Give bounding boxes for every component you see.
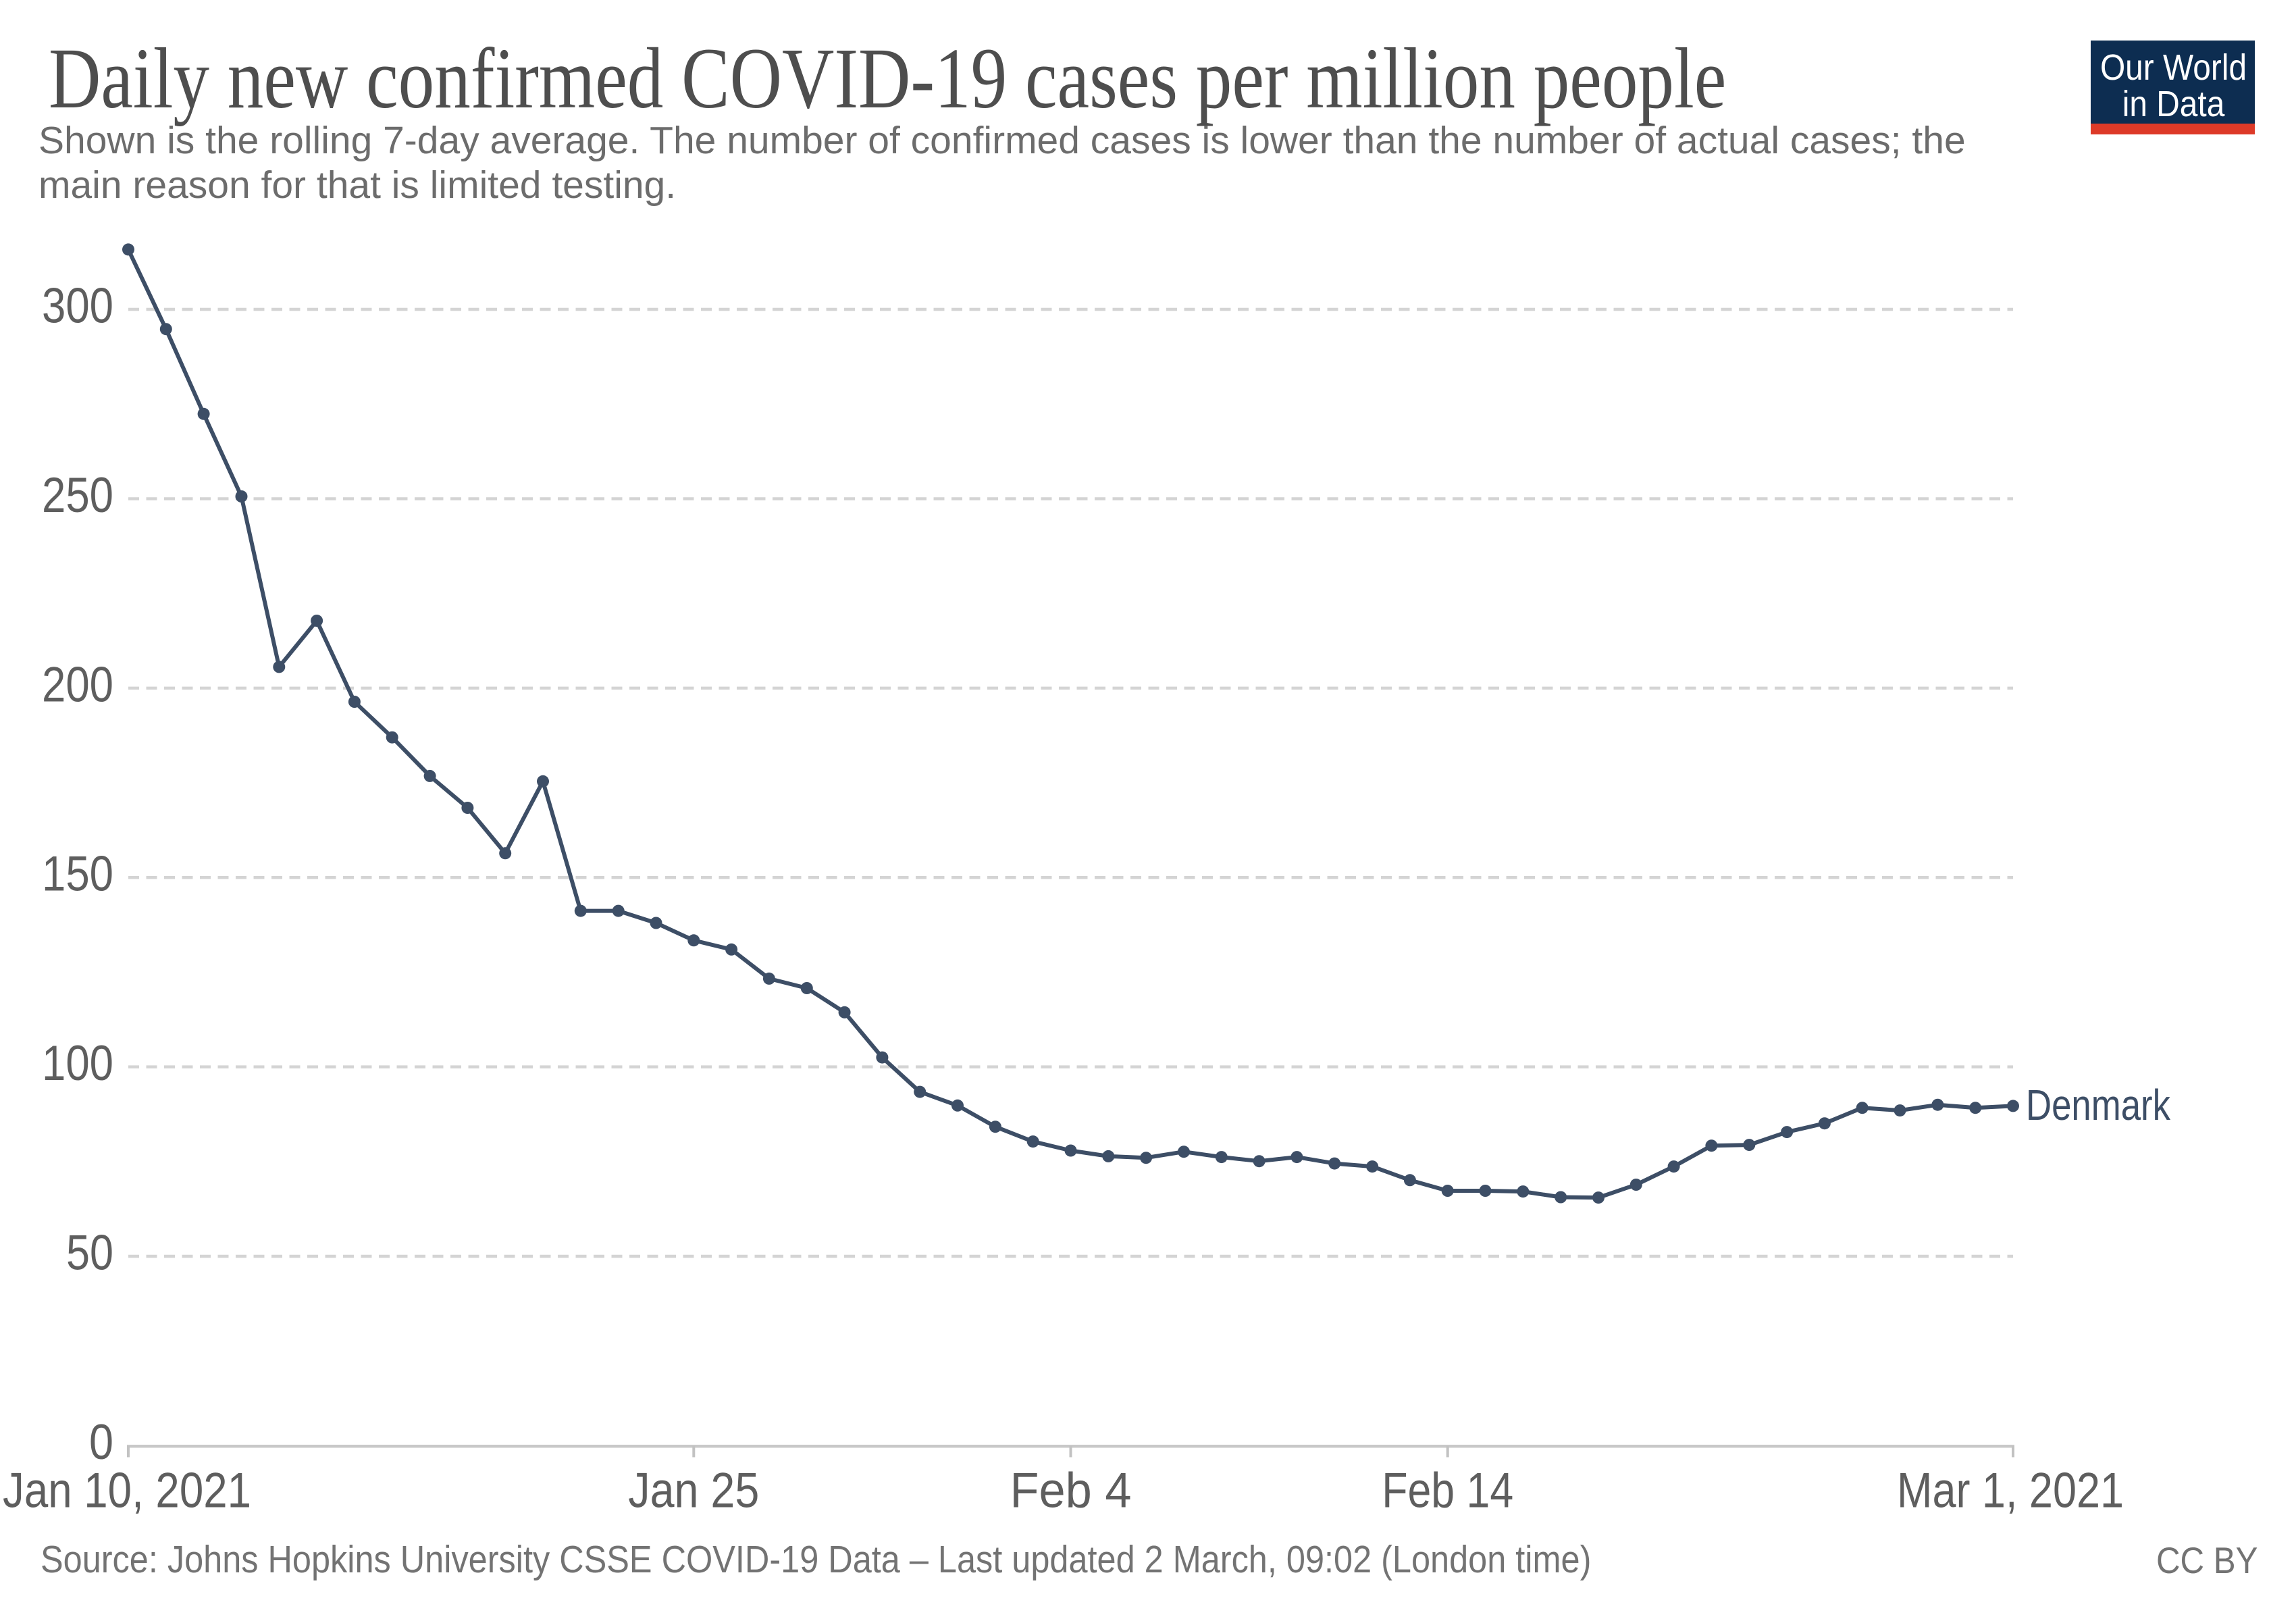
svg-text:0: 0: [89, 1415, 113, 1470]
svg-text:Denmark: Denmark: [2026, 1081, 2171, 1129]
svg-text:Jan 25: Jan 25: [628, 1464, 759, 1518]
svg-text:300: 300: [42, 279, 113, 334]
svg-text:Feb 4: Feb 4: [1010, 1464, 1132, 1518]
svg-text:Mar 1, 2021: Mar 1, 2021: [1897, 1464, 2124, 1518]
svg-text:50: 50: [66, 1226, 113, 1281]
svg-text:250: 250: [42, 468, 113, 523]
svg-text:150: 150: [42, 847, 113, 902]
svg-text:Feb 14: Feb 14: [1382, 1464, 1513, 1518]
svg-text:100: 100: [42, 1036, 113, 1091]
svg-text:Jan 10, 2021: Jan 10, 2021: [3, 1464, 251, 1518]
svg-text:200: 200: [42, 657, 113, 712]
